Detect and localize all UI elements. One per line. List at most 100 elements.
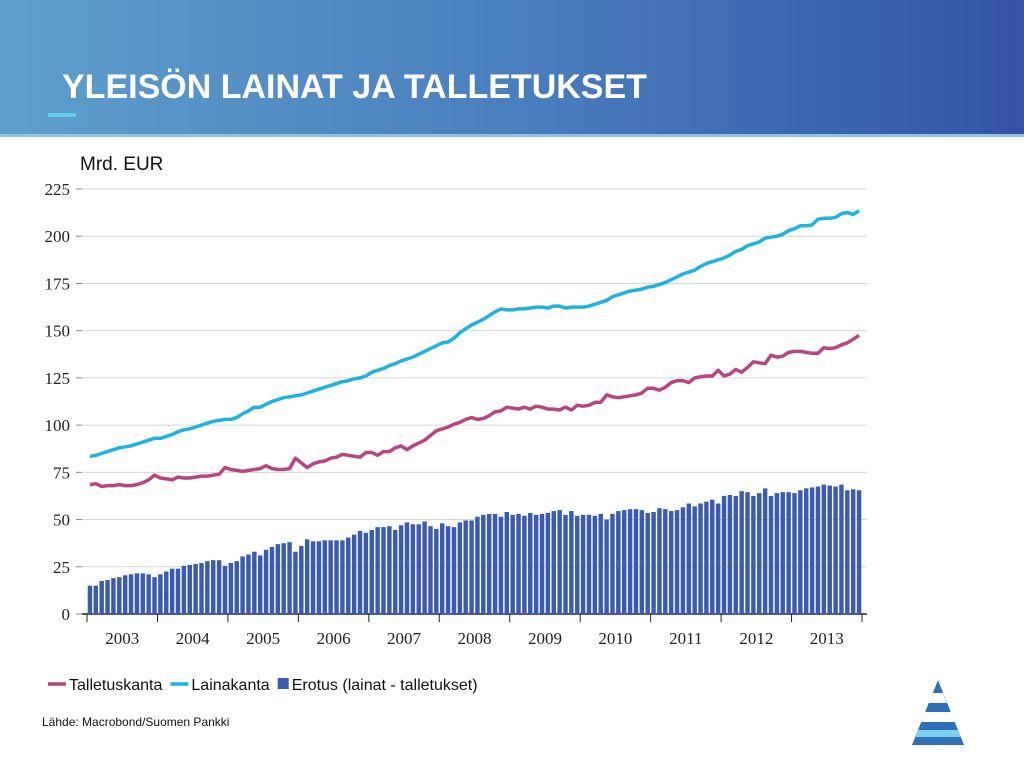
bar <box>598 513 603 614</box>
bar <box>533 514 539 614</box>
bar <box>522 515 527 614</box>
legend-label: Erotus (lainat - talletukset) <box>292 677 478 694</box>
x-tick-label: 2004 <box>176 629 211 648</box>
bar <box>134 573 140 614</box>
bar <box>604 519 609 614</box>
slide-title: YLEISÖN LAINAT JA TALLETUKSET <box>62 68 647 106</box>
bar <box>187 564 192 614</box>
line <box>89 333 861 489</box>
x-tick-label: 2012 <box>739 629 773 648</box>
bar <box>316 541 322 614</box>
bar <box>575 515 580 614</box>
axis-unit: Mrd. EUR <box>80 154 163 175</box>
bar <box>181 565 187 614</box>
bar <box>657 508 662 614</box>
bar <box>152 577 157 614</box>
bar <box>111 578 116 614</box>
bar <box>745 492 750 614</box>
bar <box>827 485 832 614</box>
bar <box>774 493 780 614</box>
legend-swatch <box>277 678 289 689</box>
bar <box>627 509 633 614</box>
bar <box>710 499 715 614</box>
bar <box>510 514 515 614</box>
bar <box>592 515 598 614</box>
bar <box>93 585 99 614</box>
x-tick-label: 2013 <box>810 629 844 648</box>
bar <box>393 529 398 614</box>
bar <box>704 501 709 614</box>
source: Lähde: Macrobond/Suomen Pankki <box>42 715 229 729</box>
bar <box>304 539 310 614</box>
bar <box>322 540 328 614</box>
bar <box>99 580 104 614</box>
y-tick-label: 125 <box>45 369 71 388</box>
legend-label: Lainakanta <box>191 677 269 694</box>
bar <box>639 510 645 614</box>
bar <box>762 488 768 614</box>
x-tick-label: 2010 <box>598 629 632 648</box>
bar <box>216 560 222 614</box>
bar <box>310 541 316 614</box>
bar <box>768 495 774 614</box>
bar <box>281 543 286 614</box>
line <box>89 209 861 459</box>
bar <box>674 510 680 614</box>
bar <box>616 511 621 614</box>
bar <box>169 568 175 614</box>
x-tick-label: 2009 <box>528 629 562 648</box>
bar <box>733 495 738 614</box>
bar <box>357 530 363 614</box>
y-tick-label: 200 <box>45 227 71 246</box>
bar <box>586 514 592 614</box>
bar <box>122 575 128 614</box>
bar <box>786 492 791 614</box>
bar <box>240 556 245 614</box>
bar <box>798 490 803 614</box>
bar <box>563 514 568 614</box>
y-tick-label: 100 <box>45 416 71 435</box>
bar <box>539 513 545 614</box>
bar <box>299 546 304 614</box>
title-accent <box>48 113 76 117</box>
y-tick-label: 50 <box>53 511 70 530</box>
bar <box>375 527 380 614</box>
bar <box>416 524 421 614</box>
bar <box>328 540 333 614</box>
bar <box>815 486 821 614</box>
bar <box>105 580 110 614</box>
banner <box>0 0 1024 136</box>
bar <box>475 516 480 614</box>
bar <box>234 561 239 614</box>
bar <box>469 520 474 614</box>
bar <box>580 514 586 614</box>
bar <box>680 507 686 614</box>
bar <box>439 523 445 614</box>
bar <box>780 492 785 614</box>
bar <box>621 510 627 614</box>
y-tick-label: 175 <box>45 274 71 293</box>
bar <box>205 561 210 614</box>
bar <box>651 512 656 614</box>
bar <box>293 551 298 614</box>
bar <box>833 486 838 614</box>
bar <box>686 503 692 614</box>
logo <box>912 680 964 745</box>
bar <box>117 577 122 614</box>
x-tick-label: 2011 <box>669 629 702 648</box>
bar <box>275 544 281 614</box>
bar <box>463 520 468 614</box>
bar <box>792 493 797 614</box>
bar <box>486 513 492 614</box>
bar <box>287 542 292 614</box>
bar <box>692 506 697 614</box>
bar <box>222 565 228 614</box>
y-tick-label: 225 <box>45 180 71 199</box>
bar <box>175 568 181 614</box>
bar <box>492 513 498 614</box>
legend-label: Talletuskanta <box>69 677 162 694</box>
bar <box>839 484 844 614</box>
bar <box>856 490 862 614</box>
bar <box>228 563 234 614</box>
